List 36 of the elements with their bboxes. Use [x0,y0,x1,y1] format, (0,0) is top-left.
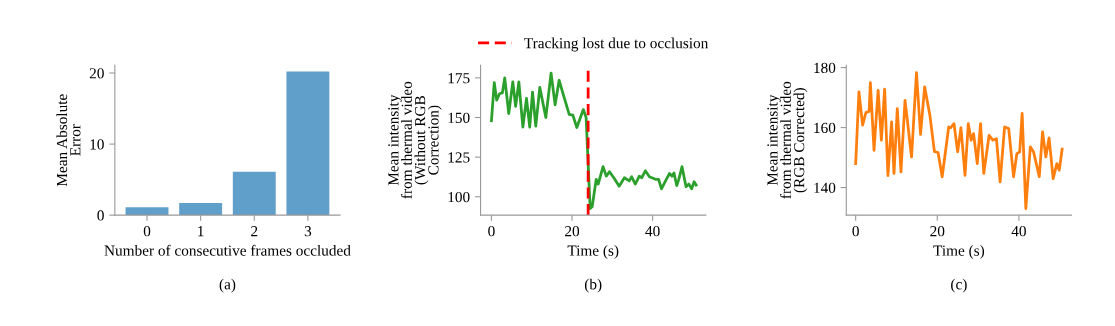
x-tick-label: 1 [198,226,204,237]
x-tick-label: 0 [488,226,495,237]
x-tick-label: 20 [930,226,945,237]
y-tick-label: 20 [89,68,104,79]
x-tick-label: 40 [645,226,660,237]
bar [286,71,330,216]
line-series [490,71,698,210]
y-axis-title: Mean Absolute Error [56,94,81,187]
bar [179,203,223,216]
x-axis-title: Number of consecutive frames occluded [104,244,351,256]
y-tick-label: 0 [97,210,104,221]
x-tick-label: 20 [565,226,580,237]
text: (b) [584,278,602,293]
y-tick-label: 150 [448,112,470,123]
y-tick-label: 10 [90,139,104,150]
x-tick-label: 40 [1011,226,1026,237]
x-tick-label: 0 [852,226,859,237]
y-tick-label: 180 [814,62,836,74]
text: (a) [219,278,236,293]
y-axis-title: Mean intensity from thermal video (RGB Corrected) [767,81,808,199]
x-axis-title: Time (s) [567,244,619,259]
x-axis-title: Time (s) [933,244,985,259]
text: (c) [951,278,967,293]
bar [232,171,276,216]
x-tick-label: 2 [251,226,258,237]
y-axis-title: Mean intensity from thermal video (Without RGB Correction) [388,81,442,199]
line-series [854,71,1064,210]
bar [125,207,169,216]
x-tick-label: 0 [143,226,151,237]
y-tick-label: 140 [814,182,836,194]
y-tick-label: 100 [448,191,470,203]
legend-label: Tracking lost due to occlusion [524,37,709,52]
y-tick-label: 160 [814,122,836,134]
x-tick-label: 3 [304,226,312,237]
y-tick-label: 175 [448,73,470,84]
y-tick-label: 125 [448,152,470,163]
